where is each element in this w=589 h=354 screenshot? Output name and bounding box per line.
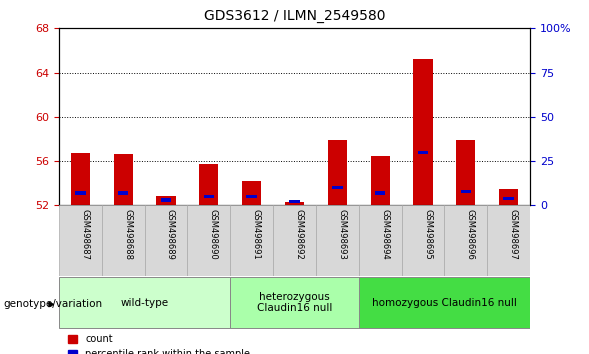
Text: GSM498692: GSM498692 (294, 209, 303, 259)
FancyBboxPatch shape (144, 205, 187, 276)
Text: GSM498693: GSM498693 (337, 209, 346, 260)
Bar (204, 195, 214, 198)
Bar (161, 198, 171, 202)
FancyBboxPatch shape (487, 205, 530, 276)
Bar (413, 59, 433, 205)
FancyBboxPatch shape (359, 205, 402, 276)
Bar (332, 186, 343, 189)
Bar (289, 200, 300, 204)
Text: genotype/variation: genotype/variation (3, 299, 102, 309)
Bar (456, 140, 475, 205)
Text: GSM498697: GSM498697 (509, 209, 518, 260)
Bar (504, 196, 514, 200)
Bar (327, 140, 347, 205)
FancyBboxPatch shape (445, 205, 487, 276)
Bar (118, 191, 128, 195)
Bar (461, 189, 471, 193)
FancyBboxPatch shape (316, 205, 359, 276)
FancyBboxPatch shape (59, 277, 230, 328)
Text: GSM498695: GSM498695 (423, 209, 432, 259)
Text: GSM498687: GSM498687 (80, 209, 90, 260)
FancyBboxPatch shape (59, 205, 102, 276)
Legend: count, percentile rank within the sample: count, percentile rank within the sample (64, 331, 254, 354)
Text: homozygous Claudin16 null: homozygous Claudin16 null (372, 298, 517, 308)
Bar (499, 189, 518, 205)
FancyBboxPatch shape (102, 205, 144, 276)
Text: wild-type: wild-type (121, 298, 168, 308)
Bar (246, 195, 257, 198)
Bar (114, 154, 133, 205)
FancyBboxPatch shape (273, 205, 316, 276)
Text: heterozygous
Claudin16 null: heterozygous Claudin16 null (257, 292, 332, 314)
Text: GDS3612 / ILMN_2549580: GDS3612 / ILMN_2549580 (204, 9, 385, 23)
Bar (285, 202, 304, 205)
FancyBboxPatch shape (359, 277, 530, 328)
Bar (71, 153, 90, 205)
Bar (370, 155, 390, 205)
Text: GSM498694: GSM498694 (380, 209, 389, 259)
Text: GSM498696: GSM498696 (466, 209, 475, 260)
Text: GSM498688: GSM498688 (123, 209, 132, 260)
Bar (199, 164, 219, 205)
Bar (156, 196, 176, 205)
Bar (418, 150, 428, 154)
Text: GSM498689: GSM498689 (166, 209, 175, 260)
Bar (75, 191, 85, 195)
Bar (242, 181, 262, 205)
Bar (375, 191, 385, 195)
Text: GSM498690: GSM498690 (209, 209, 218, 259)
FancyBboxPatch shape (402, 205, 445, 276)
Text: GSM498691: GSM498691 (252, 209, 261, 259)
FancyBboxPatch shape (230, 277, 359, 328)
FancyBboxPatch shape (187, 205, 230, 276)
FancyBboxPatch shape (230, 205, 273, 276)
